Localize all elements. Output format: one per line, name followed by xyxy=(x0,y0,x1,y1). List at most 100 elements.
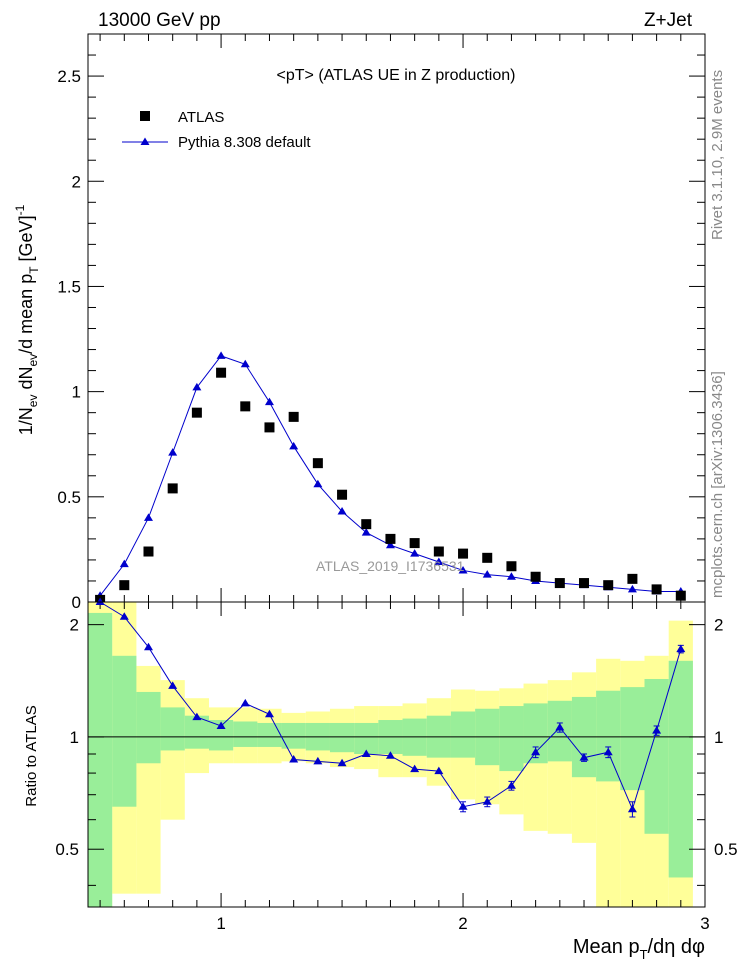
pythia-point xyxy=(240,359,250,368)
pythia-point xyxy=(482,570,492,578)
atlas-point xyxy=(119,580,130,591)
atlas-point xyxy=(143,546,154,557)
main-y-ticks: 0 0.5 1 1.5 2 2.5 xyxy=(57,33,705,612)
ratio-bands xyxy=(88,602,693,907)
ratio-point xyxy=(192,712,202,721)
ratio-band-inner xyxy=(281,722,306,749)
ratio-point xyxy=(143,642,153,651)
atlas-point xyxy=(288,411,299,422)
ratio-point xyxy=(289,754,299,763)
ratio-band-inner xyxy=(620,687,645,791)
ratio-y-tick-label-right: 0.5 xyxy=(714,840,738,859)
atlas-point xyxy=(409,538,420,549)
main-y-tick-label: 2.5 xyxy=(57,67,81,86)
ratio-data xyxy=(88,597,705,818)
ratio-band-inner xyxy=(257,722,282,747)
ratio-band-inner xyxy=(450,711,476,758)
ratio-point xyxy=(313,756,323,765)
ratio-band-inner xyxy=(136,691,161,764)
atlas-point xyxy=(433,546,444,557)
ratio-point xyxy=(95,597,105,605)
ratio-y-tick-label-left: 1 xyxy=(70,728,79,747)
legend-pythia-label: Pythia 8.308 default xyxy=(178,134,311,151)
ratio-point xyxy=(240,698,250,707)
main-y-tick-label: 0 xyxy=(72,593,81,612)
pythia-point xyxy=(143,513,153,521)
main-panel: 0 0.5 1 1.5 2 2.5 <pT> (ATLAS UE in Z product… xyxy=(13,33,706,612)
atlas-point xyxy=(675,590,686,601)
atlas-point xyxy=(312,458,323,469)
pythia-point xyxy=(168,448,178,456)
pythia-point xyxy=(627,584,637,593)
ratio-y-tick-label-right: 1 xyxy=(714,728,723,747)
atlas-point xyxy=(651,584,662,595)
atlas-point xyxy=(530,571,541,582)
ratio-point xyxy=(482,797,492,805)
mcplots-label: mcplots.cern.ch [arXiv:1306.3436] xyxy=(709,371,726,598)
ratio-band-inner xyxy=(499,706,524,772)
ratio-point xyxy=(458,802,468,810)
atlas-point xyxy=(458,548,469,559)
ratio-point xyxy=(676,644,686,653)
pythia-point xyxy=(119,559,129,568)
ratio-frame xyxy=(87,601,706,908)
ratio-point xyxy=(410,764,420,773)
atlas-point xyxy=(337,489,348,500)
ratio-point xyxy=(216,721,226,729)
ratio-point xyxy=(555,722,565,731)
ratio-band-inner xyxy=(112,655,137,807)
atlas-point xyxy=(627,573,638,584)
ratio-point xyxy=(627,804,637,813)
pythia-point xyxy=(192,382,202,391)
pythia-point xyxy=(337,507,347,515)
legend-pythia-marker xyxy=(140,137,150,145)
ratio-band-inner xyxy=(233,721,258,747)
legend-atlas-marker xyxy=(140,111,150,121)
atlas-point xyxy=(506,561,517,572)
pythia-point xyxy=(216,351,226,359)
ratio-y-tick-label-left: 2 xyxy=(70,616,79,635)
main-y-axis-label: 1/Nev dNev/d mean pT [GeV]-1 xyxy=(13,204,41,435)
pythia-point xyxy=(506,572,516,580)
pythia-point xyxy=(361,528,371,536)
atlas-point xyxy=(240,401,251,412)
pythia-point xyxy=(458,565,468,574)
ratio-point xyxy=(652,726,662,734)
atlas-point xyxy=(216,367,227,378)
pythia-point xyxy=(264,397,274,406)
x-tick-label: 1 xyxy=(216,914,225,933)
atlas-point xyxy=(554,578,565,589)
x-tick-label: 3 xyxy=(700,914,709,933)
watermark: ATLAS_2019_I1736531 xyxy=(316,558,465,574)
ratio-band-inner xyxy=(88,612,113,907)
main-y-tick-label: 0.5 xyxy=(57,488,81,507)
atlas-point xyxy=(361,519,372,530)
main-y-tick-label: 2 xyxy=(72,172,81,191)
ratio-band-inner xyxy=(354,722,379,754)
ratio-point xyxy=(579,753,589,761)
atlas-point xyxy=(482,552,493,563)
atlas-point xyxy=(264,422,275,433)
legend: ATLAS Pythia 8.308 default xyxy=(122,109,311,151)
ratio-point xyxy=(506,781,516,789)
ratio-band-inner xyxy=(596,690,621,782)
pythia-point xyxy=(434,557,444,566)
main-y-tick-label: 1 xyxy=(72,383,81,402)
ratio-band-inner xyxy=(668,660,693,878)
ratio-point xyxy=(434,766,444,775)
ratio-panel: 0.5 0.5 1 1 2 2 1 2 3 Ratio to ATLAS Mean pT/dη … xyxy=(23,597,738,962)
pythia-point xyxy=(410,549,420,557)
atlas-point xyxy=(603,580,614,591)
ratio-y-axis-label: Ratio to ATLAS xyxy=(23,705,40,806)
ratio-band-inner xyxy=(184,715,209,749)
main-y-tick-label: 1.5 xyxy=(57,277,81,296)
chart-title: <pT> (ATLAS UE in Z production) xyxy=(277,67,516,84)
pythia-point xyxy=(385,540,395,549)
header-right: Z+Jet xyxy=(644,10,693,31)
ratio-y-tick-label-left: 0.5 xyxy=(55,840,79,859)
ratio-point xyxy=(385,751,395,759)
ratio-point xyxy=(264,709,274,718)
atlas-point xyxy=(385,533,396,544)
x-tick-label: 2 xyxy=(458,914,467,933)
ratio-point xyxy=(603,747,613,756)
